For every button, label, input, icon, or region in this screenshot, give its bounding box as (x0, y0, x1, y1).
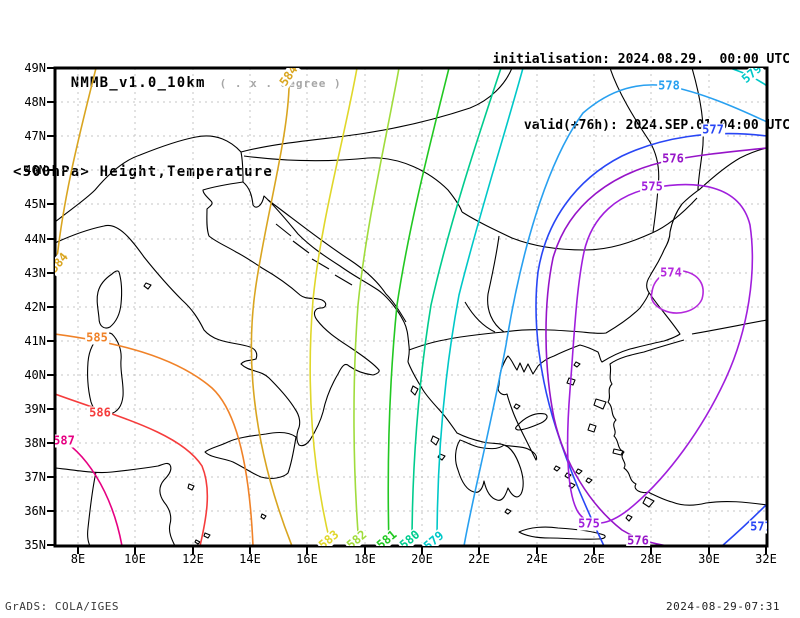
lon-tick-label: 12E (182, 552, 204, 566)
lat-tick-label: 38N (24, 436, 46, 450)
contour-label: 582 (343, 527, 371, 546)
contour-label: 586 (88, 405, 112, 420)
contour-label: 585 (85, 330, 109, 345)
contour-label: 575 (640, 179, 664, 194)
lat-tick-label: 46N (24, 163, 46, 177)
contour-label: 587 (55, 434, 76, 448)
lon-tick-label: 16E (296, 552, 318, 566)
initialisation-time: initialisation: 2024.08.29. 00:00 UTC (492, 52, 790, 67)
contour-label: 574 (659, 265, 683, 280)
model-name: NMMB_v1.0_10km (70, 75, 206, 91)
contour-label: 579 (420, 528, 448, 546)
lat-tick-label: 44N (24, 232, 46, 246)
lat-tick-label: 43N (24, 266, 46, 280)
lat-tick-label: 36N (24, 504, 46, 518)
lat-tick-label: 49N (24, 61, 46, 75)
lon-tick-label: 32E (755, 552, 777, 566)
contour-label: 576 (626, 533, 650, 546)
lat-tick-label: 48N (24, 95, 46, 109)
lat-tick-label: 35N (24, 538, 46, 552)
lat-tick-label: 42N (24, 300, 46, 314)
lon-tick-label: 8E (70, 552, 86, 566)
creation-timestamp: 2024-08-29-07:31 (666, 600, 780, 613)
contour-label: 578 (657, 78, 681, 93)
lon-tick-label: 10E (124, 552, 146, 566)
contour-label: 583 (315, 527, 343, 546)
contour-label: 577 (701, 122, 725, 137)
lon-tick-label: 26E (583, 552, 605, 566)
contour-label: 575 (577, 516, 601, 531)
contour-label-layer: 587 586 585 584 584 583 582 581 580 579 579 578 577 5… (55, 68, 767, 546)
contour-label: 579 (738, 68, 766, 87)
contour-label: 576 (661, 151, 685, 166)
contour-label: 584 (277, 68, 302, 90)
lon-tick-label: 24E (526, 552, 548, 566)
lat-tick-label: 41N (24, 334, 46, 348)
lon-tick-label: 14E (239, 552, 261, 566)
lon-tick-label: 18E (354, 552, 376, 566)
lon-tick-label: 20E (411, 552, 433, 566)
lon-tick-label: 22E (468, 552, 490, 566)
lat-tick-label: 40N (24, 368, 46, 382)
contour-label: 577 (749, 520, 767, 534)
grads-credit: GrADS: COLA/IGES (5, 600, 119, 613)
lat-tick-label: 37N (24, 470, 46, 484)
lat-tick-label: 39N (24, 402, 46, 416)
lat-tick-label: 47N (24, 129, 46, 143)
lon-tick-label: 28E (640, 552, 662, 566)
contour-label: 584 (55, 249, 72, 277)
lon-tick-label: 30E (698, 552, 720, 566)
contour-label: 580 (396, 527, 424, 546)
lat-tick-label: 45N (24, 197, 46, 211)
